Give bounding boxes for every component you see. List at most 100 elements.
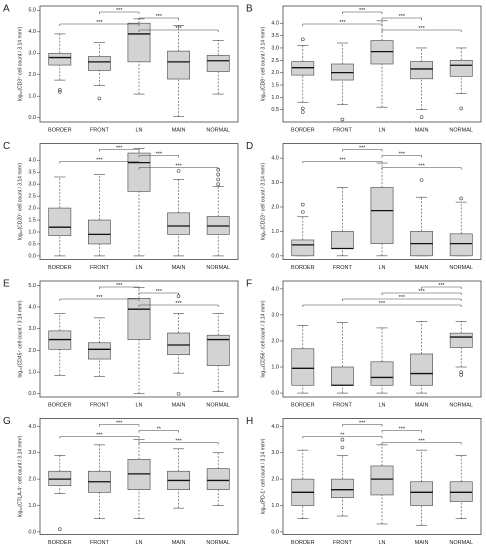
outlier [300, 210, 305, 214]
significance-label: *** [438, 283, 445, 289]
x-tick-label: LN [378, 127, 385, 133]
y-tick-label: 3.0 [28, 182, 36, 188]
plot-frame [282, 5, 482, 123]
box [206, 55, 230, 72]
significance-label: *** [175, 163, 182, 169]
y-tick-label: 2.0 [271, 477, 279, 483]
box [127, 459, 151, 490]
y-tick-label: 1.5 [28, 217, 36, 223]
y-tick-label: 3.0 [271, 45, 279, 51]
outlier [300, 37, 305, 42]
x-tick-label: LN [378, 265, 385, 271]
significance-label: *** [399, 426, 406, 432]
significance-label: *** [418, 289, 425, 295]
outlier [216, 177, 220, 182]
box [370, 465, 394, 496]
box [370, 187, 394, 244]
box [48, 207, 72, 236]
x-tick-label: NORMAL [206, 540, 230, 546]
y-axis-label: log₁₀(PD-1⁺ cell count / 3.14 mm²) [260, 438, 266, 514]
x-tick-label: NORMAL [206, 402, 230, 408]
significance-label: *** [399, 14, 406, 20]
box [127, 152, 151, 192]
y-tick-label: 2.0 [271, 338, 279, 344]
x-tick-label: FRONT [90, 127, 110, 133]
y-tick-label: 0.0 [271, 391, 279, 397]
y-tick-label: 0.0 [28, 115, 36, 121]
y-tick-label: 0.0 [271, 529, 279, 535]
x-tick-label: BORDER [291, 540, 315, 546]
significance-label: ** [157, 426, 162, 432]
panel-letter: E [3, 279, 10, 290]
y-tick-label: 0.0 [271, 253, 279, 259]
outlier [340, 445, 345, 450]
outlier [216, 172, 220, 177]
significance-label: *** [96, 157, 103, 163]
x-tick-label: FRONT [90, 402, 110, 408]
plot-frame [282, 418, 482, 535]
significance-label: *** [418, 26, 425, 32]
y-tick-label: 3.5 [271, 33, 279, 39]
box [331, 478, 354, 498]
x-tick-label: FRONT [333, 402, 353, 408]
x-tick-label: NORMAL [449, 402, 473, 408]
outlier [57, 87, 62, 92]
x-tick-label: BORDER [48, 127, 72, 133]
box [449, 481, 473, 502]
y-tick-label: 3.0 [28, 450, 36, 456]
outlier [97, 96, 102, 101]
panel-letter: G [3, 416, 11, 427]
y-tick-label: 3.0 [271, 180, 279, 186]
y-tick-label: 2.0 [271, 204, 279, 210]
significance-label: *** [96, 432, 103, 438]
y-tick-label: 2.5 [271, 58, 279, 64]
y-tick-label: 1.0 [271, 229, 279, 235]
y-tick-label: 3.0 [271, 312, 279, 318]
significance-label: *** [116, 8, 123, 14]
box [88, 342, 111, 360]
x-tick-label: NORMAL [449, 127, 473, 133]
y-tick-label: 5.0 [28, 8, 36, 14]
box [167, 332, 190, 356]
box [127, 298, 151, 340]
y-tick-label: 1.0 [28, 229, 36, 235]
significance-label: *** [359, 420, 366, 426]
y-tick-label: 1.0 [271, 95, 279, 101]
y-tick-label: 3.0 [28, 51, 36, 57]
panel-letter: A [3, 4, 10, 15]
x-tick-label: FRONT [333, 540, 353, 546]
y-tick-label: 3.0 [28, 326, 36, 332]
x-tick-label: NORMAL [206, 127, 230, 133]
outlier [340, 117, 345, 122]
significance-label: *** [175, 301, 182, 307]
panel-letter: D [246, 141, 253, 152]
x-tick-label: MAIN [172, 540, 186, 546]
x-tick-label: FRONT [333, 127, 353, 133]
outlier [459, 106, 464, 111]
significance-label: *** [418, 438, 425, 444]
x-tick-label: NORMAL [449, 540, 473, 546]
y-tick-label: 4.0 [271, 286, 279, 292]
significance-label: *** [96, 295, 103, 301]
x-tick-label: MAIN [172, 127, 186, 133]
box [127, 22, 151, 63]
significance-label: *** [96, 20, 103, 26]
box [167, 212, 190, 235]
outlier [340, 437, 345, 442]
y-tick-label: 4.0 [28, 304, 36, 310]
panel-letter: F [246, 279, 252, 290]
y-axis-label: log₁₀(CD23⁺ cell count / 3.14 mm²) [260, 163, 266, 240]
outlier [459, 196, 464, 201]
significance-label: *** [156, 151, 163, 157]
y-tick-label: 1.0 [28, 94, 36, 100]
significance-label: *** [156, 289, 163, 295]
y-tick-label: 3.0 [271, 450, 279, 456]
outlier [419, 115, 424, 119]
significance-label: ** [340, 432, 345, 438]
x-tick-label: LN [378, 540, 385, 546]
y-tick-label: 4.0 [271, 156, 279, 162]
y-axis-label: log₁₀(CTLA-4⁺ cell count / 3.14 mm²) [17, 435, 23, 517]
y-tick-label: 4.0 [28, 29, 36, 35]
outlier [459, 370, 464, 375]
y-tick-label: 2.0 [28, 206, 36, 212]
